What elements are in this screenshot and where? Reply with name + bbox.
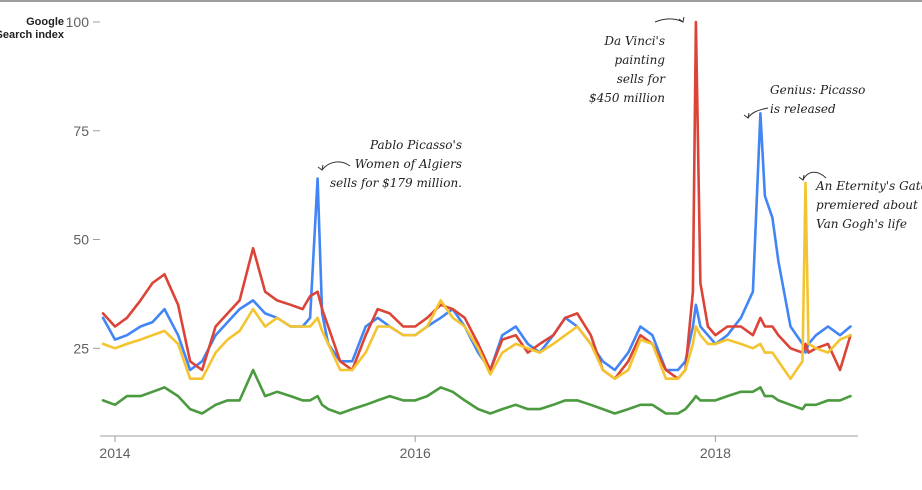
- annotation-davinci-line: Da Vinci's: [603, 34, 665, 48]
- top-rule: [0, 0, 922, 2]
- annotation-eternity-line: premiered about: [816, 198, 918, 212]
- x-tick-label: 2018: [700, 445, 731, 461]
- annotation-davinci-arrow: [654, 18, 684, 23]
- annotation-davinci-line: painting: [615, 53, 666, 67]
- y-axis-title: Google: [26, 16, 64, 28]
- annotation-davinci-line: $450 million: [589, 91, 665, 105]
- annotation-eternity-line: An Eternity's Gate: [815, 179, 922, 193]
- annotation-genius-arrow: [747, 107, 769, 119]
- y-tick-label: 25: [73, 340, 89, 356]
- annotation-eternity-arrowhead: [798, 174, 805, 181]
- series-line-4: [101, 368, 852, 415]
- annotation-picasso-line: sells for $179 million.: [330, 176, 462, 190]
- annotation-davinci-arrowhead: [678, 16, 685, 23]
- annotations: Pablo Picasso's Women of Algiers sells for…: [317, 16, 922, 231]
- annotation-genius-arrowhead: [743, 112, 750, 119]
- annotation-genius-line: Genius: Picasso: [770, 83, 865, 97]
- series-line-2: [101, 20, 852, 381]
- annotation-picasso-arrowhead: [317, 164, 324, 171]
- series-line-1: [101, 112, 852, 372]
- x-tick-label: 2014: [99, 445, 130, 461]
- y-tick-label: 50: [73, 232, 89, 248]
- series-line-3: [101, 181, 852, 381]
- y-axis-title: Search index: [0, 29, 65, 41]
- annotation-picasso-line: Women of Algiers: [355, 157, 462, 171]
- series-lines: [101, 20, 852, 415]
- y-tick-label: 75: [73, 123, 89, 139]
- annotation-picasso-arrow: [321, 161, 351, 171]
- annotation-eternity-line: Van Gogh's life: [816, 217, 907, 231]
- annotation-genius-line: is released: [770, 102, 836, 116]
- y-tick-label: 100: [66, 14, 90, 30]
- annotation-davinci-line: sells for: [617, 72, 667, 86]
- x-tick-label: 2016: [400, 445, 431, 461]
- annotation-eternity-arrow: [802, 171, 827, 181]
- annotation-picasso-line: Pablo Picasso's: [369, 138, 462, 152]
